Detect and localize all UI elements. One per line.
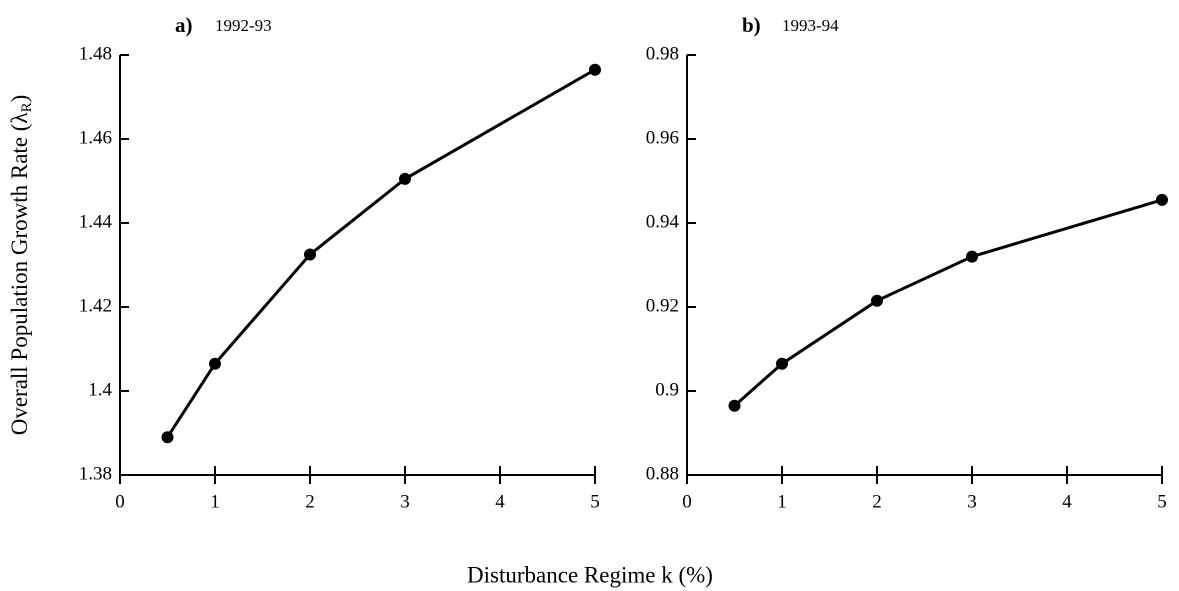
- panel-label: b): [742, 13, 761, 37]
- y-tick-label: 0.98: [646, 43, 679, 64]
- y-tick-label: 0.96: [646, 127, 679, 148]
- line: [733, 198, 1163, 407]
- chart-title: 1993-94: [782, 16, 839, 35]
- y-tick-label: 0.92: [646, 295, 679, 316]
- x-tick-label: 5: [590, 491, 600, 512]
- point: [589, 63, 601, 76]
- x-tick-label: 1: [210, 491, 220, 512]
- y-tick-label: 0.88: [646, 463, 679, 484]
- point: [1156, 193, 1168, 206]
- x-axis-label: Disturbance Regime k (%): [467, 562, 713, 587]
- x-tick-label: 2: [305, 491, 315, 512]
- point: [399, 172, 411, 185]
- x-tick-label: 4: [1062, 491, 1072, 512]
- y-axis-label: Overall Population Growth Rate (λR): [7, 95, 35, 436]
- point: [304, 248, 316, 261]
- x-tick-label: 2: [872, 491, 882, 512]
- y-label-close: ): [7, 95, 32, 103]
- y-tick-label: 1.46: [79, 127, 112, 148]
- y-tick-label: 1.48: [79, 43, 112, 64]
- x-tick-label: 5: [1157, 491, 1167, 512]
- y-tick-label: 1.38: [79, 463, 112, 484]
- y-label-subscript: R: [19, 102, 35, 112]
- panel-label: a): [175, 13, 193, 37]
- y-tick-label: 1.44: [79, 211, 113, 232]
- x-tick-label: 3: [400, 491, 410, 512]
- point: [776, 357, 788, 370]
- point: [871, 294, 883, 307]
- point: [209, 357, 221, 370]
- x-tick-label: 1: [777, 491, 787, 512]
- y-tick-label: 0.9: [655, 379, 679, 400]
- y-tick-label: 1.42: [79, 295, 112, 316]
- point: [966, 250, 978, 263]
- y-tick-label: 0.94: [646, 211, 680, 232]
- x-tick-label: 4: [495, 491, 505, 512]
- y-tick-label: 1.4: [88, 379, 112, 400]
- chart-title: 1992-93: [215, 16, 272, 35]
- x-tick-label: 0: [682, 491, 692, 512]
- x-tick-label: 0: [115, 491, 125, 512]
- line: [166, 68, 596, 439]
- y-label-text: Overall Population Growth Rate (λ: [7, 112, 32, 436]
- x-tick-label: 3: [967, 491, 977, 512]
- point: [728, 399, 741, 412]
- point: [161, 431, 174, 444]
